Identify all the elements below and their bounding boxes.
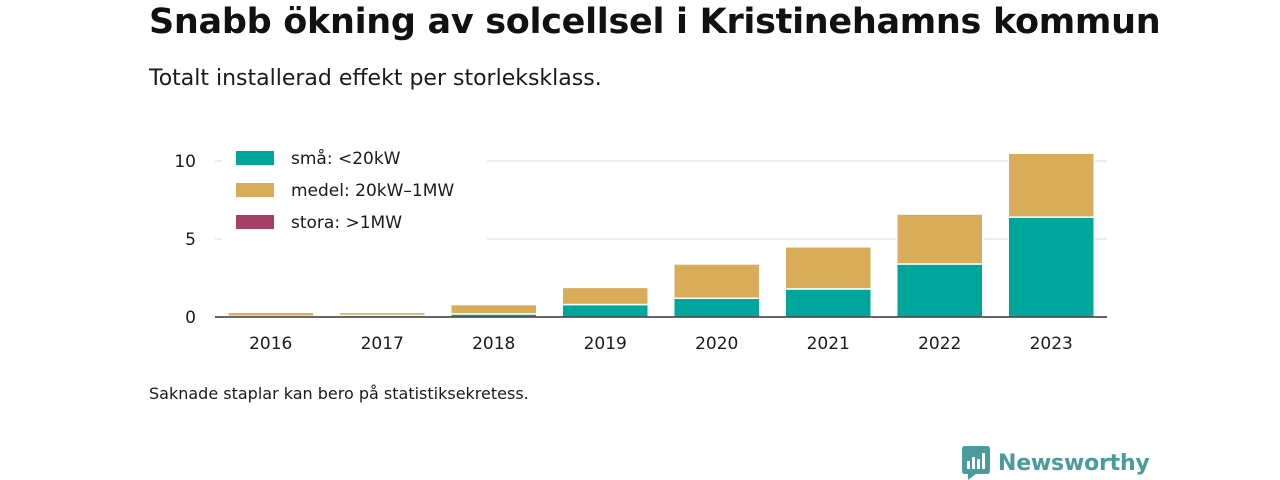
x-tick-label: 2022	[918, 334, 961, 354]
bar-chart-logo-icon	[962, 446, 990, 480]
bar-segment	[896, 263, 984, 318]
stacked-bar-chart: 0 5 10 2016 2017 2018 2019 2020 2021 2022 2023 sm…	[174, 140, 1107, 354]
legend-label: stora: >1MW	[291, 213, 402, 233]
x-tick-label: 2019	[584, 334, 627, 354]
bar-segment	[227, 311, 315, 317]
y-tick-label: 0	[185, 308, 196, 328]
bar-segment	[338, 311, 426, 317]
y-tick-label: 5	[185, 230, 196, 250]
bars	[227, 152, 1095, 318]
legend-label: medel: 20kW–1MW	[291, 181, 454, 201]
brand-name: Newsworthy	[998, 450, 1150, 476]
x-tick-label: 2016	[249, 334, 292, 354]
x-tick-label: 2020	[695, 334, 738, 354]
x-tick-label: 2018	[472, 334, 515, 354]
chart-subtitle: Totalt installerad effekt per storlekskl…	[149, 66, 602, 91]
bar-segment	[784, 288, 872, 318]
bar-segment	[561, 286, 649, 306]
y-tick-label: 10	[174, 152, 196, 172]
legend-swatch	[236, 151, 274, 165]
footnote: Saknade staplar kan bero på statistiksek…	[149, 384, 529, 403]
legend-label: små: <20kW	[291, 148, 401, 169]
x-tick-label: 2023	[1030, 334, 1073, 354]
legend-swatch	[236, 215, 274, 229]
bar-segment	[450, 303, 538, 315]
bar-segment	[896, 213, 984, 265]
x-tick-label: 2021	[807, 334, 850, 354]
x-axis-ticks: 2016 2017 2018 2019 2020 2021 2022 2023	[249, 334, 1073, 354]
bar-segment	[673, 297, 761, 318]
chart-title: Snabb ökning av solcellsel i Kristineham…	[149, 2, 1161, 42]
bar-segment	[561, 303, 649, 318]
newsworthy-logo: Newsworthy	[962, 446, 1150, 480]
bar-segment	[784, 246, 872, 290]
legend: små: <20kW medel: 20kW–1MW stora: >1MW	[222, 140, 487, 240]
bar-segment	[1007, 152, 1095, 218]
legend-swatch	[236, 183, 274, 197]
y-axis-ticks: 0 5 10	[174, 152, 196, 328]
bar-segment	[673, 263, 761, 300]
bar-segment	[1007, 216, 1095, 318]
x-tick-label: 2017	[361, 334, 404, 354]
